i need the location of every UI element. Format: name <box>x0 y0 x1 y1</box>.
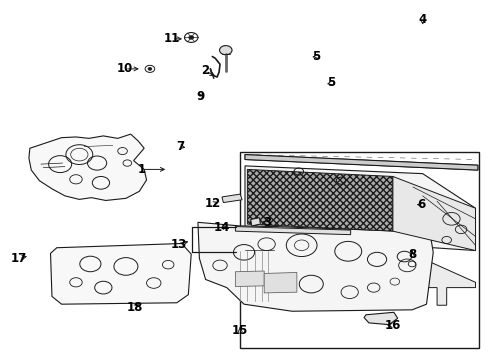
Text: 5: 5 <box>327 76 336 90</box>
Polygon shape <box>29 134 147 201</box>
Polygon shape <box>393 176 475 251</box>
Text: 6: 6 <box>417 198 426 211</box>
Text: 10: 10 <box>117 62 133 75</box>
Polygon shape <box>251 218 260 226</box>
Text: 7: 7 <box>176 140 184 153</box>
Text: 16: 16 <box>385 319 401 332</box>
Text: 17: 17 <box>11 252 27 265</box>
Text: 1: 1 <box>138 163 146 176</box>
Polygon shape <box>245 154 478 170</box>
Text: 11: 11 <box>164 32 180 45</box>
Text: 8: 8 <box>408 248 416 261</box>
Text: 5: 5 <box>312 50 320 63</box>
Polygon shape <box>245 166 475 251</box>
Polygon shape <box>264 273 297 293</box>
Text: 18: 18 <box>126 301 143 314</box>
Text: 3: 3 <box>264 216 271 229</box>
Polygon shape <box>276 245 426 266</box>
Text: 12: 12 <box>204 198 220 211</box>
Polygon shape <box>245 247 303 252</box>
Polygon shape <box>247 170 393 231</box>
Polygon shape <box>50 243 191 304</box>
Circle shape <box>220 46 232 55</box>
Text: 15: 15 <box>232 324 248 337</box>
Bar <box>240 152 479 348</box>
Text: 4: 4 <box>418 13 427 26</box>
Circle shape <box>189 36 194 39</box>
Circle shape <box>148 67 152 70</box>
Text: 9: 9 <box>196 90 205 103</box>
Polygon shape <box>235 271 264 287</box>
Text: 13: 13 <box>171 238 187 251</box>
Polygon shape <box>393 245 475 305</box>
Polygon shape <box>235 226 351 235</box>
Polygon shape <box>364 312 398 325</box>
Polygon shape <box>222 194 242 203</box>
Polygon shape <box>198 222 433 311</box>
Polygon shape <box>245 154 478 170</box>
Text: 14: 14 <box>214 221 230 234</box>
Text: 2: 2 <box>201 64 210 77</box>
